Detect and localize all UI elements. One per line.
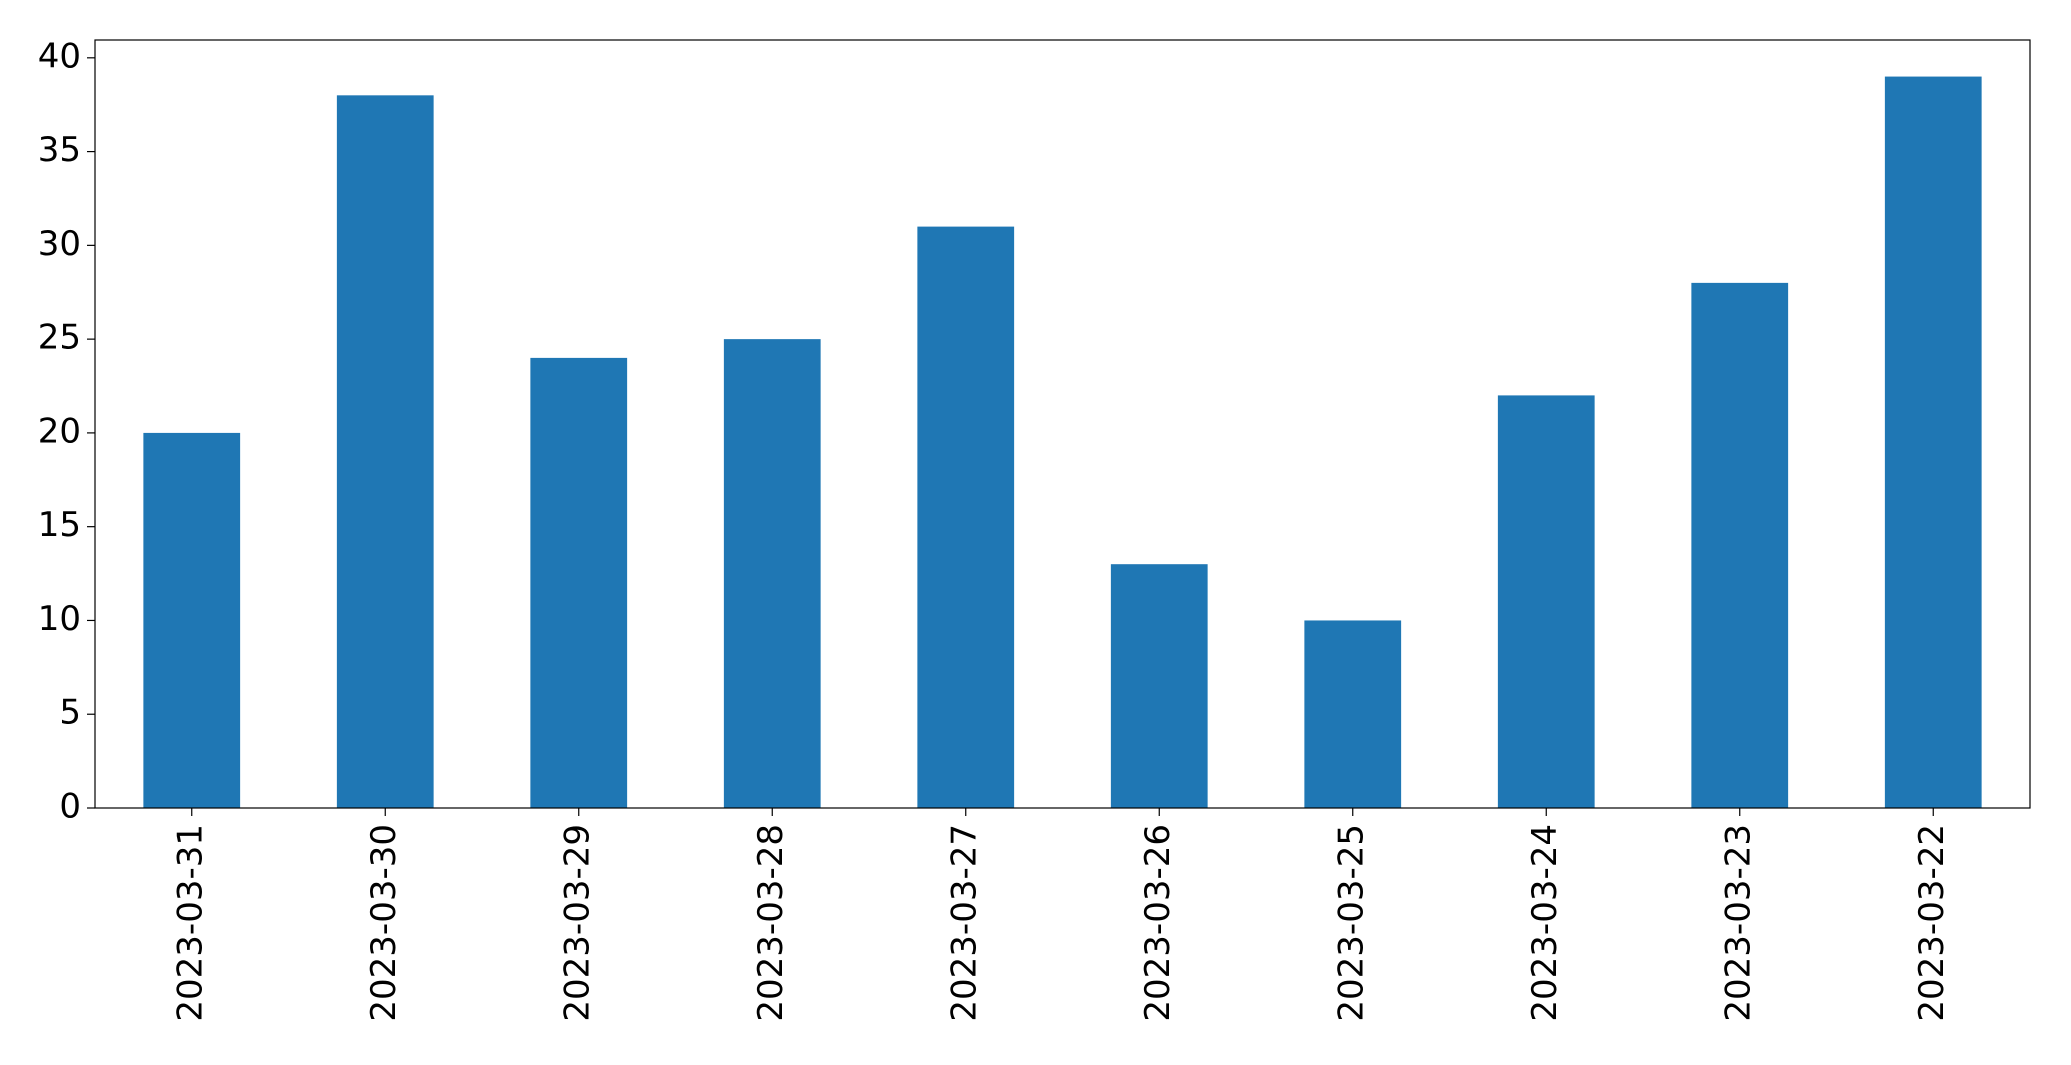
bar [1691, 282, 1789, 808]
x-tick-label: 2023-03-27 [944, 824, 984, 1022]
x-tick-label: 2023-03-31 [170, 824, 210, 1022]
y-tick-label: 5 [59, 693, 81, 733]
bar [530, 357, 628, 808]
y-tick-label: 20 [38, 411, 81, 451]
y-tick-label: 10 [38, 599, 81, 639]
bar [1884, 76, 1982, 809]
y-tick-label: 25 [38, 318, 81, 358]
x-tick-label: 2023-03-24 [1525, 824, 1565, 1022]
y-tick-label: 30 [38, 224, 81, 264]
x-tick-label: 2023-03-23 [1718, 824, 1758, 1022]
bar [143, 432, 241, 808]
x-tick-label: 2023-03-22 [1912, 824, 1952, 1022]
bar [336, 95, 434, 809]
x-tick-label: 2023-03-30 [364, 824, 404, 1022]
y-tick-label: 40 [38, 36, 81, 76]
x-tick-label: 2023-03-28 [751, 824, 791, 1022]
bar [1497, 395, 1595, 808]
y-tick-label: 35 [38, 130, 81, 170]
bar [917, 226, 1015, 809]
plot-frame [94, 39, 2031, 809]
x-tick-label: 2023-03-29 [557, 824, 597, 1022]
bar [1110, 564, 1208, 808]
y-tick-label: 15 [38, 505, 81, 545]
y-tick-label: 0 [59, 787, 81, 827]
bar [1304, 620, 1402, 808]
x-tick-label: 2023-03-25 [1331, 824, 1371, 1022]
x-tick-label: 2023-03-26 [1138, 824, 1178, 1022]
bar [723, 339, 821, 808]
